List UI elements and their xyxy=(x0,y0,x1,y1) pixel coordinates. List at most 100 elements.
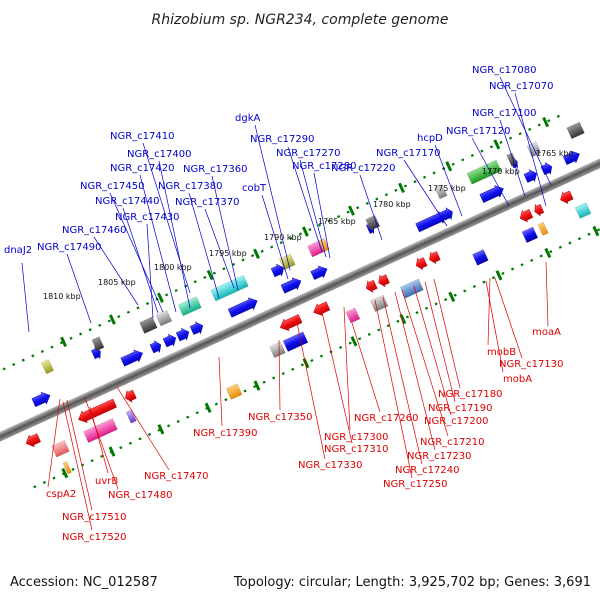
gene-label[interactable]: NGR_c17230 xyxy=(407,451,472,462)
gene-box xyxy=(91,336,105,352)
gene-label[interactable]: NGR_c17290 xyxy=(250,134,315,145)
gene-arrow xyxy=(227,297,258,318)
gene-arrow xyxy=(125,389,137,403)
label-leader xyxy=(204,208,235,289)
gene-arrow xyxy=(270,263,285,278)
label-leader xyxy=(89,406,109,474)
gene-label[interactable]: dgkA xyxy=(235,113,260,124)
label-leader xyxy=(158,160,191,309)
label-leader xyxy=(218,356,223,427)
gene-label[interactable]: NGR_c17210 xyxy=(420,437,485,448)
gene-label[interactable]: NGR_c17360 xyxy=(183,164,248,175)
scale-label: 1770 kbp xyxy=(482,167,520,176)
label-leader xyxy=(487,277,491,346)
gene-box xyxy=(51,440,70,458)
gene-label[interactable]: NGR_c17130 xyxy=(499,359,564,370)
gene-label[interactable]: dnaJ2 xyxy=(4,245,32,256)
gene-label[interactable]: uvrB xyxy=(95,476,118,487)
gene-label[interactable]: NGR_c17510 xyxy=(62,512,127,523)
gene-label[interactable]: NGR_c17200 xyxy=(424,416,489,427)
label-leader xyxy=(413,285,452,416)
gene-label[interactable]: NGR_c17330 xyxy=(298,460,363,471)
gene-label[interactable]: mobA xyxy=(503,374,532,385)
label-leader xyxy=(62,401,93,531)
gene-box xyxy=(225,383,243,400)
gene-box xyxy=(62,461,72,475)
gene-label[interactable]: NGR_c17120 xyxy=(446,126,511,137)
scale-tick xyxy=(495,270,503,281)
gene-label[interactable]: NGR_c17280 xyxy=(292,161,357,172)
gene-label[interactable]: mobB xyxy=(487,347,516,358)
scale-tick xyxy=(157,424,165,435)
gene-label[interactable]: NGR_c17310 xyxy=(324,444,389,455)
gene-label[interactable]: NGR_c17370 xyxy=(175,197,240,208)
gene-label[interactable]: NGR_c17520 xyxy=(62,532,127,543)
gene-label[interactable]: NGR_c17460 xyxy=(62,225,127,236)
gene-arrow xyxy=(523,169,537,183)
label-leader xyxy=(139,174,177,313)
gene-label[interactable]: NGR_c17100 xyxy=(472,108,537,119)
gene-box xyxy=(139,316,158,334)
gene-label[interactable]: NGR_c17380 xyxy=(158,181,223,192)
gene-arrow xyxy=(441,207,453,221)
gene-label[interactable]: NGR_c17430 xyxy=(115,212,180,223)
gene-label[interactable]: NGR_c17270 xyxy=(276,148,341,159)
scale-tick xyxy=(301,226,309,237)
gene-box xyxy=(279,253,296,271)
gene-label[interactable]: NGR_c17070 xyxy=(489,81,554,92)
gene-label[interactable]: NGR_c17390 xyxy=(193,428,258,439)
gene-box xyxy=(566,121,585,140)
label-leader xyxy=(84,397,119,490)
gene-label[interactable]: NGR_c17250 xyxy=(383,479,448,490)
reverse-gene-labels: moaA mobB NGR_c17130 mobA NGR_c17180 NGR… xyxy=(46,327,564,543)
gene-label[interactable]: NGR_c17440 xyxy=(95,196,160,207)
gene-label[interactable]: NGR_c17300 xyxy=(324,432,389,443)
label-leader xyxy=(211,175,239,291)
gene-label[interactable]: NGR_c17410 xyxy=(110,131,175,142)
label-leader xyxy=(471,137,510,207)
scale-tick xyxy=(204,402,212,413)
scale-tick xyxy=(206,269,214,281)
gene-label[interactable]: NGR_c17420 xyxy=(110,163,175,174)
gene-arrow xyxy=(378,274,390,288)
gene-label[interactable]: cspA2 xyxy=(46,489,76,500)
gene-label[interactable]: NGR_c17170 xyxy=(376,148,441,159)
label-leader xyxy=(485,280,504,373)
label-leader xyxy=(188,192,220,299)
gene-label[interactable]: hcpD xyxy=(417,133,443,144)
gene-label[interactable]: NGR_c17080 xyxy=(472,65,537,76)
scale-tick xyxy=(592,225,600,237)
scale-tick xyxy=(448,291,456,302)
label-leader xyxy=(351,322,381,413)
gene-arrow xyxy=(189,321,204,335)
gene-box xyxy=(472,249,489,266)
label-leader xyxy=(93,236,139,306)
gene-label[interactable]: NGR_c17400 xyxy=(127,149,192,160)
gene-label[interactable]: moaA xyxy=(532,327,561,338)
gene-box xyxy=(155,309,173,327)
label-leader xyxy=(433,278,461,389)
gene-label[interactable]: NGR_c17240 xyxy=(395,465,460,476)
gene-label[interactable]: NGR_c17490 xyxy=(37,242,102,253)
gene-label[interactable]: NGR_c17190 xyxy=(428,403,493,414)
label-leader xyxy=(403,159,448,227)
scale-tick xyxy=(350,336,358,347)
gene-label[interactable]: cobT xyxy=(242,183,267,194)
gene-arrow xyxy=(78,398,117,424)
scale-label: 1810 kbp xyxy=(43,292,81,301)
gene-label[interactable]: NGR_c17450 xyxy=(80,181,145,192)
gene-label[interactable]: NGR_c17480 xyxy=(108,490,173,501)
label-leader xyxy=(382,296,423,465)
gene-label[interactable]: NGR_c17470 xyxy=(144,471,209,482)
label-leader xyxy=(434,144,463,217)
scale-tick xyxy=(302,358,310,369)
gene-features xyxy=(25,121,592,475)
scale-tick xyxy=(445,161,453,172)
gene-label[interactable]: NGR_c17180 xyxy=(438,389,503,400)
gene-label[interactable]: NGR_c17350 xyxy=(248,412,313,423)
gene-label[interactable]: NGR_c17220 xyxy=(331,163,396,174)
gene-arrow xyxy=(175,327,190,342)
gene-label[interactable]: NGR_c17260 xyxy=(354,413,419,424)
